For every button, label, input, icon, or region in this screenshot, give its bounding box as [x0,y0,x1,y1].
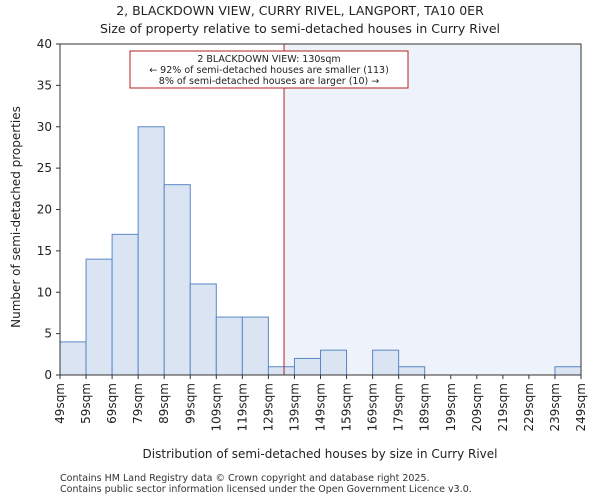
x-tick-label: 229sqm [522,383,536,431]
chart-title: 2, BLACKDOWN VIEW, CURRY RIVEL, LANGPORT… [116,3,484,18]
histogram-bar [189,283,217,376]
y-tick-label: 10 [37,285,52,299]
x-axis-ticks: 49sqm 59sqm 69sqm 79sqm 89sqm 99sqm 109sqm 119s… [53,375,588,431]
annotation-border [129,50,409,89]
x-tick-label: 99sqm [183,383,197,424]
x-tick-label: 129sqm [261,383,275,431]
x-tick-label: 199sqm [444,383,458,431]
x-tick-label: 219sqm [496,383,510,431]
x-tick-label: 179sqm [392,383,406,431]
x-tick-label: 249sqm [574,383,588,431]
x-tick-label: 239sqm [548,383,562,431]
histogram-bar [137,126,165,376]
y-axis-label: Number of semi-detached properties [9,106,23,328]
x-tick-label: 119sqm [235,383,249,431]
y-tick-label: 30 [37,120,52,134]
x-tick-label: 89sqm [157,383,171,424]
histogram-bar [293,357,322,376]
x-tick-label: 139sqm [287,383,301,431]
x-tick-label: 109sqm [209,383,223,431]
x-tick-label: 79sqm [131,383,145,424]
y-tick-label: 40 [37,37,52,51]
larger-properties-region [284,44,581,375]
histogram-bar [59,341,87,376]
annotation-line-3: 8% of semi-detached houses are larger (1… [159,76,379,87]
y-tick-label: 5 [44,327,52,341]
x-tick-label: 49sqm [53,383,67,424]
y-tick-label: 15 [37,244,52,258]
bars-group [59,126,582,376]
x-tick-label: 59sqm [79,383,93,424]
histogram-bar [372,349,400,376]
x-tick-label: 209sqm [470,383,484,431]
x-tick-label: 159sqm [340,383,354,431]
x-tick-label: 189sqm [418,383,432,431]
histogram-bar [215,316,243,376]
x-tick-label: 169sqm [366,383,380,431]
histogram-bar [267,366,295,376]
histogram-bar [163,184,191,376]
y-tick-label: 25 [37,161,52,175]
x-tick-label: 149sqm [314,383,328,431]
histogram-chart: 0 5 10 15 20 25 30 35 40 49sqm 59sqm 69sqm 79sqm 89s… [9,37,588,461]
histogram-bar [85,258,113,376]
histogram-bar [320,349,348,376]
y-tick-label: 0 [44,368,52,382]
histogram-bar [241,316,269,376]
y-axis-ticks: 0 5 10 15 20 25 30 35 40 [37,37,60,382]
footer-line-1: Contains HM Land Registry data © Crown c… [60,473,430,484]
annotation-box: 2 BLACKDOWN VIEW: 130sqm ← 92% of semi-d… [129,50,409,89]
chart-subtitle: Size of property relative to semi-detach… [99,21,501,36]
histogram-bar [111,233,139,376]
x-axis-label: Distribution of semi-detached houses by … [143,447,498,461]
chart-title-block: 2, BLACKDOWN VIEW, CURRY RIVEL, LANGPORT… [0,2,600,38]
histogram-bar [398,366,426,376]
footer: Contains HM Land Registry data © Crown c… [60,473,472,495]
footer-line-2: Contains public sector information licen… [60,484,472,495]
annotation-line-2: ← 92% of semi-detached houses are smalle… [149,65,389,76]
histogram-bar [554,366,582,376]
annotation-line-1: 2 BLACKDOWN VIEW: 130sqm [197,54,340,65]
y-tick-label: 20 [37,203,52,217]
y-tick-label: 35 [37,78,52,92]
x-tick-label: 69sqm [105,383,119,424]
